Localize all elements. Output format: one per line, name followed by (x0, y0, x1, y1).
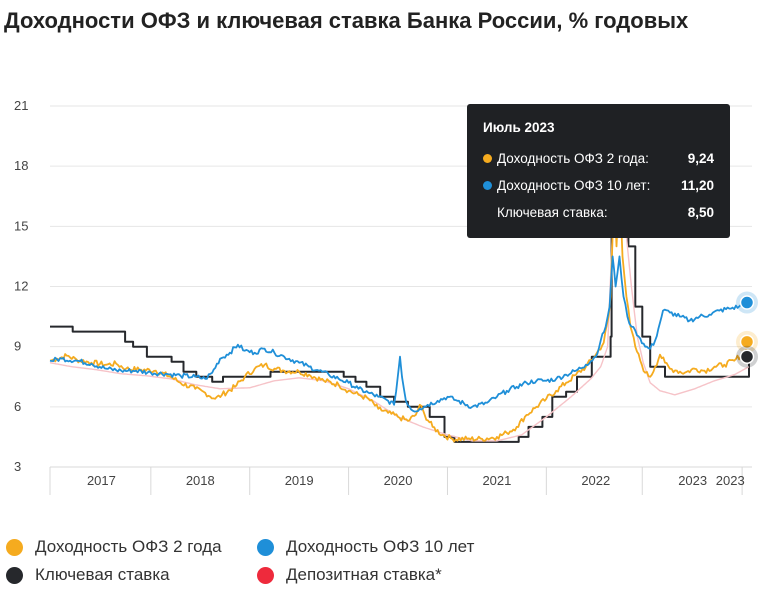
tooltip-title: Июль 2023 (483, 120, 555, 135)
end-marker-ofz2[interactable] (739, 334, 755, 350)
y-axis-ticks: 3 6 9 12 15 18 21 (14, 98, 28, 474)
tooltip-row-ofz2: Доходность ОФЗ 2 года: 9,24 (483, 145, 714, 172)
legend-item-deposit-rate[interactable]: Депозитная ставка* (257, 565, 442, 585)
legend-row: Доходность ОФЗ 2 года Доходность ОФЗ 10 … (6, 533, 766, 561)
x-tick-label: 2023 (678, 473, 707, 488)
tooltip-dot-key (483, 208, 492, 217)
x-tick-label: 2018 (186, 473, 215, 488)
legend-row: Ключевая ставка Депозитная ставка* (6, 561, 766, 589)
y-tick-label: 12 (14, 279, 28, 294)
y-gridlines (50, 105, 752, 468)
legend-label: Ключевая ставка (35, 565, 170, 584)
legend-item-ofz10[interactable]: Доходность ОФЗ 10 лет (257, 537, 474, 557)
x-tick-label: 2022 (581, 473, 610, 488)
y-tick-label: 15 (14, 218, 28, 233)
y-tick-label: 21 (14, 98, 28, 113)
chart-title: Доходности ОФЗ и ключевая ставка Банка Р… (4, 8, 689, 33)
x-tick-label: 2020 (384, 473, 413, 488)
tooltip-row-key: Ключевая ставка: 8,50 (483, 199, 714, 226)
x-tick-label: 2023 (716, 473, 745, 488)
legend-item-key-rate[interactable]: Ключевая ставка (6, 565, 257, 585)
y-tick-label: 18 (14, 158, 28, 173)
x-tick-label: 2017 (87, 473, 116, 488)
legend-label: Депозитная ставка* (286, 565, 442, 584)
tooltip-dot-ofz10 (483, 181, 492, 190)
legend-item-ofz2[interactable]: Доходность ОФЗ 2 года (6, 537, 257, 557)
end-marker-key[interactable] (739, 349, 755, 364)
legend-dot-ofz2 (6, 538, 23, 556)
tooltip-label: Доходность ОФЗ 2 года: (497, 151, 649, 166)
x-axis: 2017 2018 2019 2020 2021 2022 2023 2023 (49, 466, 752, 495)
legend-label: Доходность ОФЗ 10 лет (286, 537, 475, 556)
x-tick-label: 2019 (285, 473, 314, 488)
x-tick-label: 2021 (482, 473, 511, 488)
y-tick-label: 6 (14, 399, 21, 414)
end-markers[interactable] (736, 291, 758, 368)
legend: Доходность ОФЗ 2 года Доходность ОФЗ 10 … (6, 533, 766, 589)
series-line-ofz2 (49, 175, 750, 443)
legend-dot-ofz10 (257, 538, 274, 556)
y-tick-label: 3 (14, 459, 21, 474)
legend-dot-deposit-rate (257, 566, 274, 584)
tooltip-label: Доходность ОФЗ 10 лет: (497, 178, 651, 193)
tooltip-label: Ключевая ставка: (497, 205, 608, 220)
tooltip-value: 9,24 (687, 151, 714, 166)
series-line-ofz10 (49, 255, 750, 413)
y-tick-label: 9 (14, 339, 21, 354)
tooltip-value: 8,50 (687, 205, 714, 220)
tooltip: Июль 2023 Доходность ОФЗ 2 года: 9,24 До… (467, 104, 730, 238)
tooltip-row-ofz10: Доходность ОФЗ 10 лет: 11,20 (483, 172, 714, 199)
end-marker-ofz10[interactable] (739, 295, 755, 310)
tooltip-dot-ofz2 (483, 154, 492, 163)
legend-label: Доходность ОФЗ 2 года (35, 537, 222, 556)
tooltip-value: 11,20 (680, 178, 714, 193)
legend-dot-key-rate (6, 566, 23, 584)
